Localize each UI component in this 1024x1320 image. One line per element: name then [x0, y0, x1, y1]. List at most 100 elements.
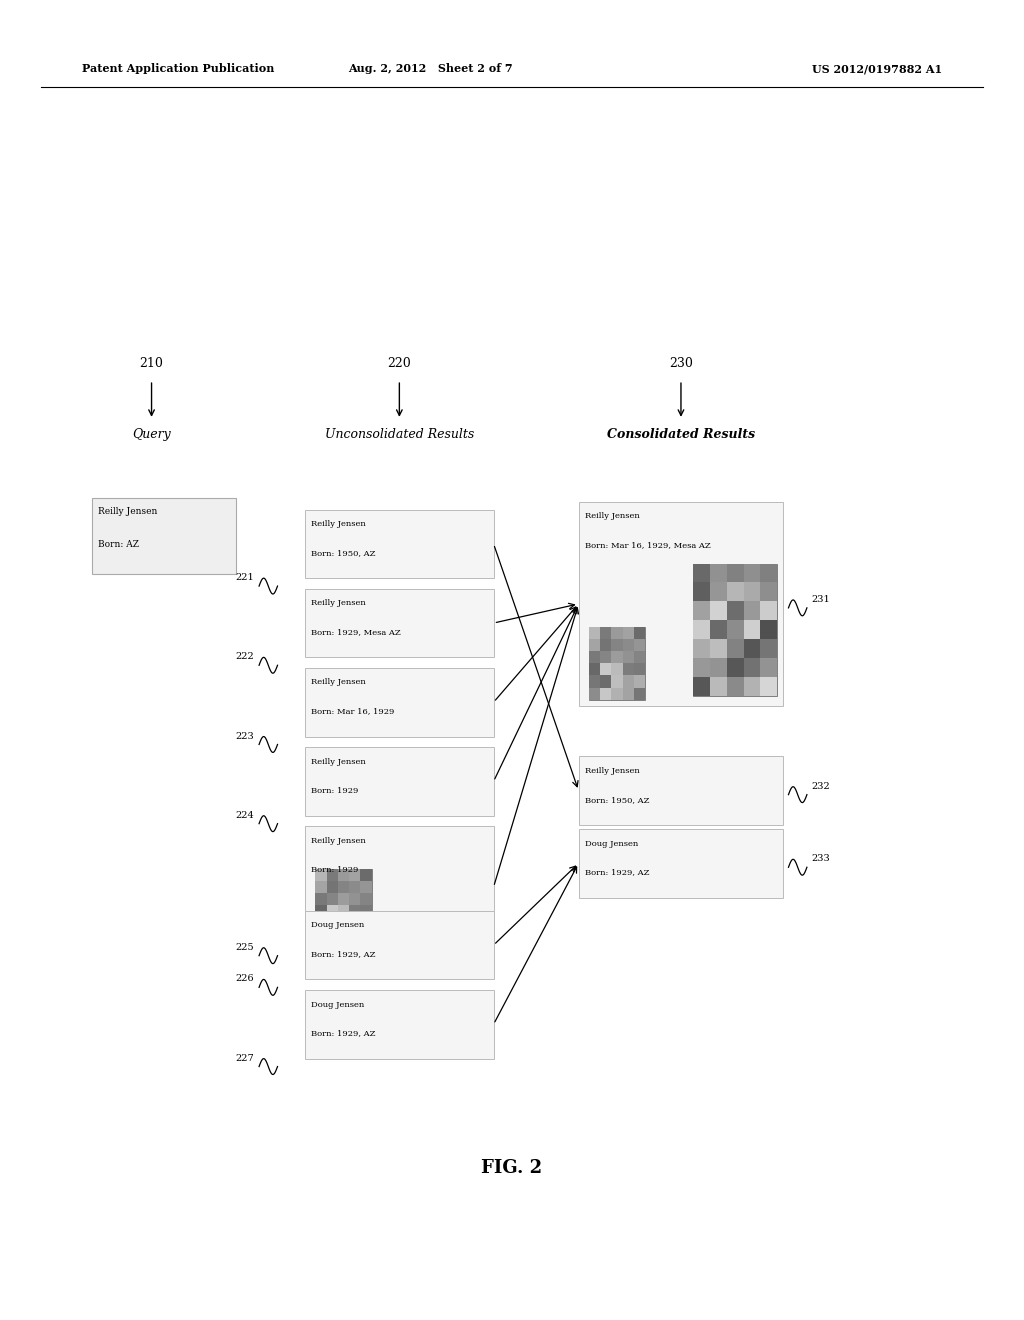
Bar [600, 676, 611, 688]
Bar [611, 651, 623, 663]
Text: 230: 230 [669, 356, 693, 370]
Text: Born: AZ: Born: AZ [98, 540, 139, 549]
Text: 226: 226 [236, 974, 254, 983]
Bar [693, 677, 710, 696]
Text: 223: 223 [236, 731, 254, 741]
Bar [349, 869, 360, 880]
Bar [727, 602, 743, 620]
Bar [338, 929, 349, 941]
Bar [92, 498, 236, 574]
Bar [305, 510, 494, 578]
Bar [600, 688, 611, 700]
Bar [743, 677, 761, 696]
Bar [611, 688, 623, 700]
Bar [338, 917, 349, 929]
Bar [360, 917, 372, 929]
Bar [589, 676, 600, 688]
Text: Doug Jensen: Doug Jensen [585, 840, 638, 847]
Bar [305, 911, 494, 979]
Bar [327, 906, 338, 917]
Text: Born: 1929, AZ: Born: 1929, AZ [311, 950, 376, 958]
Bar [710, 602, 727, 620]
Bar [315, 917, 327, 929]
Bar [710, 582, 727, 602]
Text: Born: Mar 16, 1929, Mesa AZ: Born: Mar 16, 1929, Mesa AZ [585, 541, 711, 549]
Bar [761, 582, 777, 602]
Bar [338, 892, 349, 906]
Bar [315, 892, 327, 906]
Text: Patent Application Publication: Patent Application Publication [82, 63, 274, 74]
Bar [743, 657, 761, 677]
Text: Reilly Jensen: Reilly Jensen [311, 678, 366, 686]
Bar [634, 627, 645, 639]
Text: Reilly Jensen: Reilly Jensen [311, 599, 366, 607]
Bar [634, 651, 645, 663]
Bar [623, 639, 634, 651]
Bar [611, 639, 623, 651]
Bar [360, 892, 372, 906]
Bar [600, 639, 611, 651]
Bar [305, 589, 494, 657]
Text: 231: 231 [811, 595, 829, 605]
Bar [360, 906, 372, 917]
Bar [634, 663, 645, 676]
Bar [623, 627, 634, 639]
Text: 220: 220 [387, 356, 412, 370]
Text: FIG. 2: FIG. 2 [481, 1159, 543, 1177]
Text: Query: Query [132, 428, 171, 441]
Bar [743, 602, 761, 620]
Bar [727, 677, 743, 696]
Bar [634, 639, 645, 651]
Bar [589, 663, 600, 676]
Bar [761, 677, 777, 696]
Bar [761, 639, 777, 657]
Bar [743, 620, 761, 639]
Text: US 2012/0197882 A1: US 2012/0197882 A1 [812, 63, 942, 74]
Bar [600, 651, 611, 663]
Bar [305, 747, 494, 816]
Bar [710, 620, 727, 639]
Text: Reilly Jensen: Reilly Jensen [585, 767, 639, 775]
Bar [634, 688, 645, 700]
Text: Born: 1929: Born: 1929 [311, 787, 358, 795]
Bar [305, 668, 494, 737]
Text: Born: 1929, Mesa AZ: Born: 1929, Mesa AZ [311, 628, 401, 636]
Bar [693, 639, 710, 657]
Bar [579, 756, 783, 825]
Bar [743, 639, 761, 657]
Text: 233: 233 [811, 854, 829, 863]
Bar [327, 892, 338, 906]
Bar [349, 917, 360, 929]
Bar [611, 663, 623, 676]
Text: Born: 1929: Born: 1929 [311, 866, 358, 874]
Text: Reilly Jensen: Reilly Jensen [311, 837, 366, 845]
Text: Born: 1950, AZ: Born: 1950, AZ [585, 796, 649, 804]
Bar [589, 627, 600, 639]
Bar [727, 639, 743, 657]
Bar [600, 627, 611, 639]
Bar [589, 639, 600, 651]
Bar [727, 620, 743, 639]
Bar [327, 917, 338, 929]
Bar [327, 929, 338, 941]
Bar [338, 880, 349, 892]
Bar [360, 869, 372, 880]
Bar [327, 880, 338, 892]
Bar [305, 826, 494, 948]
Text: 210: 210 [139, 356, 164, 370]
Bar [327, 869, 338, 880]
Bar [761, 657, 777, 677]
Text: Consolidated Results: Consolidated Results [607, 428, 755, 441]
Bar [315, 869, 372, 941]
Bar [315, 906, 327, 917]
Text: Born: 1950, AZ: Born: 1950, AZ [311, 549, 376, 557]
Bar [315, 880, 327, 892]
Text: 221: 221 [236, 573, 254, 582]
Text: Born: 1929, AZ: Born: 1929, AZ [585, 869, 649, 876]
Bar [710, 564, 727, 582]
Bar [611, 676, 623, 688]
Bar [710, 677, 727, 696]
Text: 225: 225 [236, 942, 254, 952]
Bar [761, 564, 777, 582]
Bar [761, 620, 777, 639]
